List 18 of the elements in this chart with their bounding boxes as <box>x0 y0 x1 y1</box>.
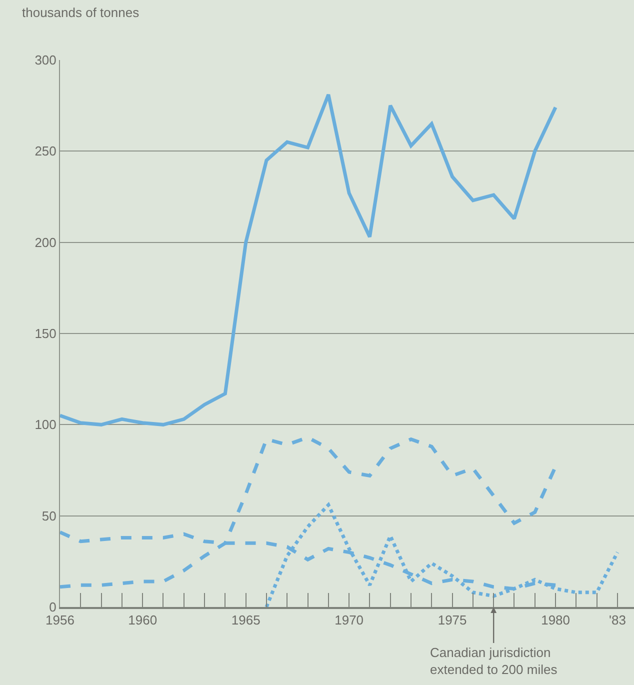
x-tick-label: '83 <box>609 612 626 628</box>
x-tick-label: 1975 <box>438 612 467 628</box>
x-tick-label: 1980 <box>541 612 570 628</box>
y-tick-label: 100 <box>34 417 56 432</box>
x-tick-label: 1960 <box>128 612 158 628</box>
y-tick-label: 250 <box>34 144 56 159</box>
y-tick-label: 150 <box>34 326 56 342</box>
x-tick-label: 1970 <box>334 612 364 628</box>
ref-line-label: Canadian jurisdiction extended to 200 miles <box>430 645 558 677</box>
y-tick-label: 0 <box>49 600 56 615</box>
y-tick-label: 200 <box>34 234 56 250</box>
y-tick-label: 50 <box>42 508 56 524</box>
y-axis-title: thousands of tonnes <box>22 5 140 20</box>
x-tick-label: 1965 <box>231 612 260 628</box>
y-tick-label: 300 <box>34 52 56 68</box>
line-series <box>60 92 558 426</box>
line-series <box>60 436 558 589</box>
x-tick-label: 1956 <box>46 612 74 628</box>
